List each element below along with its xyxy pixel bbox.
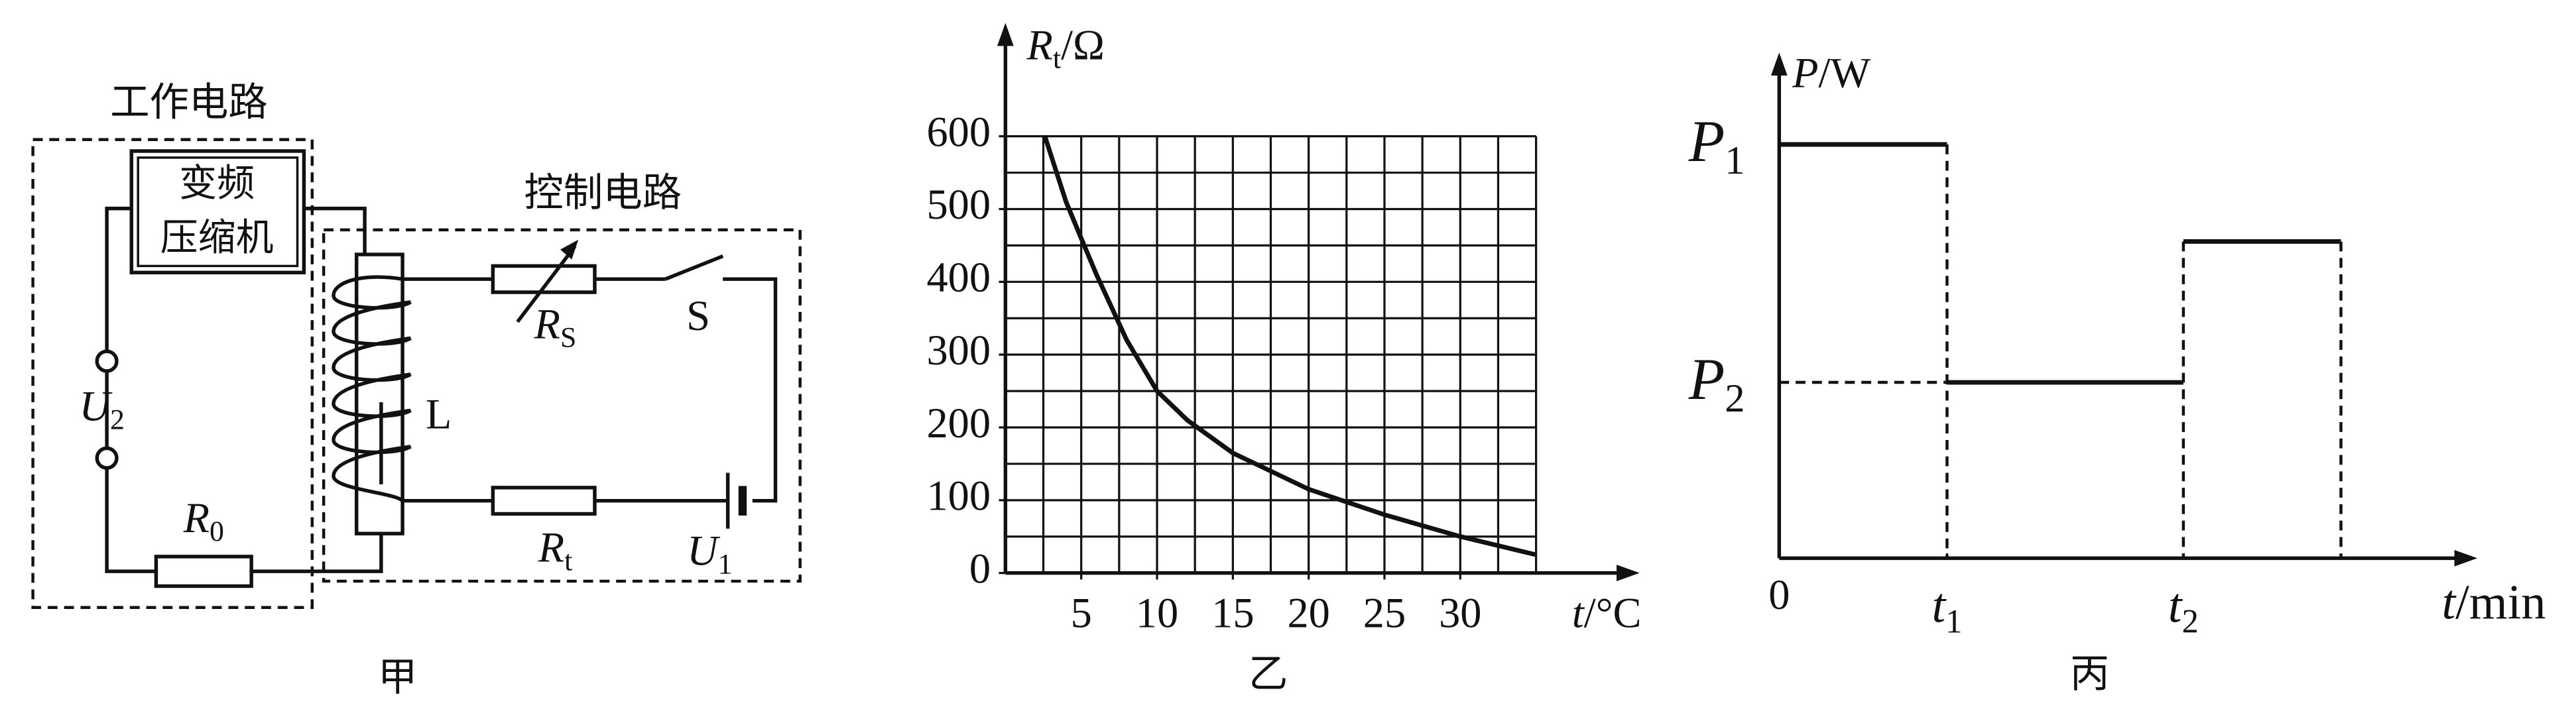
- x-tick-label: t2: [2168, 579, 2199, 639]
- rs-label: RS: [534, 300, 577, 353]
- y-tick-label: 100: [926, 472, 991, 520]
- symbol: P: [1688, 109, 1725, 174]
- y-tick-label: 0: [969, 545, 991, 592]
- core: [354, 252, 404, 535]
- subscript: 2: [110, 404, 125, 435]
- subscript: 0: [210, 516, 224, 547]
- x-axis-label: t/°C: [1572, 589, 1642, 636]
- work-label: 工作电路: [110, 80, 268, 126]
- y-tick-label: P2: [1688, 347, 1745, 420]
- caption: 乙: [1249, 651, 1288, 697]
- y-tick-label: 600: [926, 108, 991, 155]
- x-axis-label: t/min: [2442, 576, 2546, 630]
- work-circuit-box: [31, 138, 314, 609]
- subscript: 1: [1945, 602, 1962, 639]
- caption: 丙: [2070, 651, 2109, 697]
- subscript: t: [564, 545, 572, 577]
- arrow-head: [560, 239, 579, 260]
- u2-label: U2: [79, 382, 124, 435]
- coil-label: L: [426, 391, 452, 438]
- y-arrow: [1770, 52, 1788, 76]
- unit: /Ω: [1061, 21, 1105, 68]
- resistor-rt: [491, 486, 597, 516]
- terminal: [95, 446, 119, 470]
- rt-label: Rt: [538, 523, 573, 577]
- caption: 甲: [378, 655, 417, 700]
- work-wire: [105, 206, 383, 573]
- x-arrow: [1617, 565, 1640, 582]
- x-tick-label: t1: [1932, 579, 1962, 639]
- symbol: t: [1932, 579, 1947, 633]
- symbol: R: [1026, 21, 1053, 68]
- compressor-box: [129, 149, 306, 275]
- compressor-inner: [137, 156, 299, 268]
- x-tick-label: 20: [1287, 589, 1329, 636]
- resistor-rs: [491, 264, 597, 294]
- symbol: R: [534, 300, 560, 347]
- compressor-line: 变频: [179, 162, 255, 205]
- subscript: 1: [1725, 138, 1745, 183]
- unit: /min: [2455, 576, 2545, 630]
- rheostat-arrow: [516, 245, 577, 323]
- symbol: U: [79, 382, 112, 429]
- terminal: [95, 349, 119, 373]
- symbol: t: [2168, 579, 2183, 633]
- x-tick-label: 30: [1439, 589, 1481, 636]
- subscript: t: [1053, 42, 1061, 74]
- y-tick-label: 200: [926, 400, 991, 447]
- subscript: S: [560, 322, 576, 354]
- x-tick-label: 25: [1363, 589, 1406, 636]
- subscript: 1: [718, 549, 733, 580]
- symbol: P: [1792, 49, 1818, 96]
- compressor-line: 压缩机: [160, 215, 274, 259]
- curve: [1042, 135, 1537, 557]
- x-tick-label: 10: [1136, 589, 1178, 636]
- y-axis-label: P/W: [1792, 49, 1871, 96]
- coil: [332, 275, 412, 502]
- x-arrow: [2454, 550, 2478, 567]
- y-arrow: [997, 23, 1014, 46]
- switch-label: S: [686, 292, 710, 339]
- symbol: t: [2442, 576, 2457, 630]
- unit: /W: [1818, 49, 1871, 96]
- y-tick-label: 500: [926, 181, 991, 228]
- y-tick-label: 400: [926, 254, 991, 301]
- r0-label: R0: [183, 494, 224, 547]
- symbol: U: [687, 527, 720, 574]
- control-wire: [402, 254, 778, 503]
- subscript: 2: [2182, 602, 2199, 639]
- resistor-r0: [154, 555, 253, 588]
- y-tick-label: 300: [926, 327, 991, 374]
- control-label: 控制电路: [524, 170, 682, 216]
- y-tick-label: P1: [1688, 109, 1745, 182]
- circuit: [31, 138, 802, 609]
- symbol: t: [1572, 589, 1585, 636]
- x-tick-label: 0: [1768, 571, 1790, 618]
- subscript: 2: [1725, 376, 1745, 421]
- u1-label: U1: [687, 527, 732, 580]
- unit: /°C: [1584, 589, 1642, 636]
- y-axis-label: Rt/Ω: [1026, 21, 1105, 74]
- symbol: R: [183, 494, 210, 541]
- symbol: R: [538, 523, 564, 571]
- control-circuit-box: [322, 228, 802, 583]
- x-tick-label: 15: [1211, 589, 1254, 636]
- symbol: P: [1688, 347, 1725, 412]
- x-tick-label: 5: [1071, 589, 1092, 636]
